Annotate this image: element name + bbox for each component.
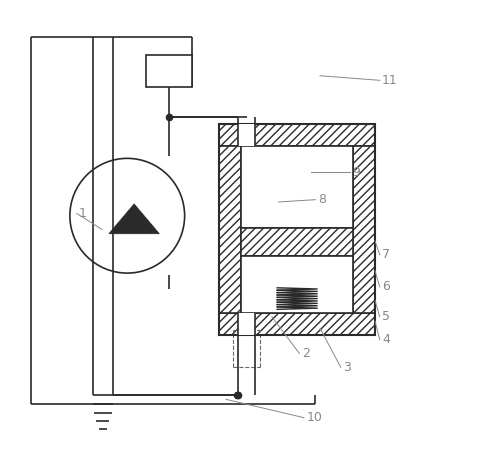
- Text: 7: 7: [382, 248, 390, 261]
- Text: 10: 10: [306, 411, 322, 424]
- Text: 2: 2: [302, 347, 310, 360]
- Bar: [353, 146, 375, 313]
- Bar: [219, 146, 241, 313]
- Text: 3: 3: [343, 361, 351, 374]
- Bar: [219, 124, 375, 335]
- Bar: [146, 55, 192, 87]
- Bar: [219, 313, 375, 335]
- Text: 6: 6: [382, 280, 390, 293]
- Bar: [241, 256, 353, 313]
- Text: 5: 5: [382, 310, 390, 323]
- Text: 9: 9: [352, 166, 360, 179]
- Bar: [238, 124, 255, 146]
- Text: 11: 11: [382, 74, 398, 87]
- Text: 4: 4: [382, 333, 390, 346]
- Text: 1: 1: [79, 207, 87, 220]
- Polygon shape: [109, 204, 159, 234]
- Text: 8: 8: [318, 193, 326, 206]
- Bar: [241, 228, 353, 256]
- Bar: [238, 313, 255, 335]
- Bar: [275, 256, 319, 285]
- Bar: [241, 146, 353, 228]
- Bar: [219, 124, 375, 146]
